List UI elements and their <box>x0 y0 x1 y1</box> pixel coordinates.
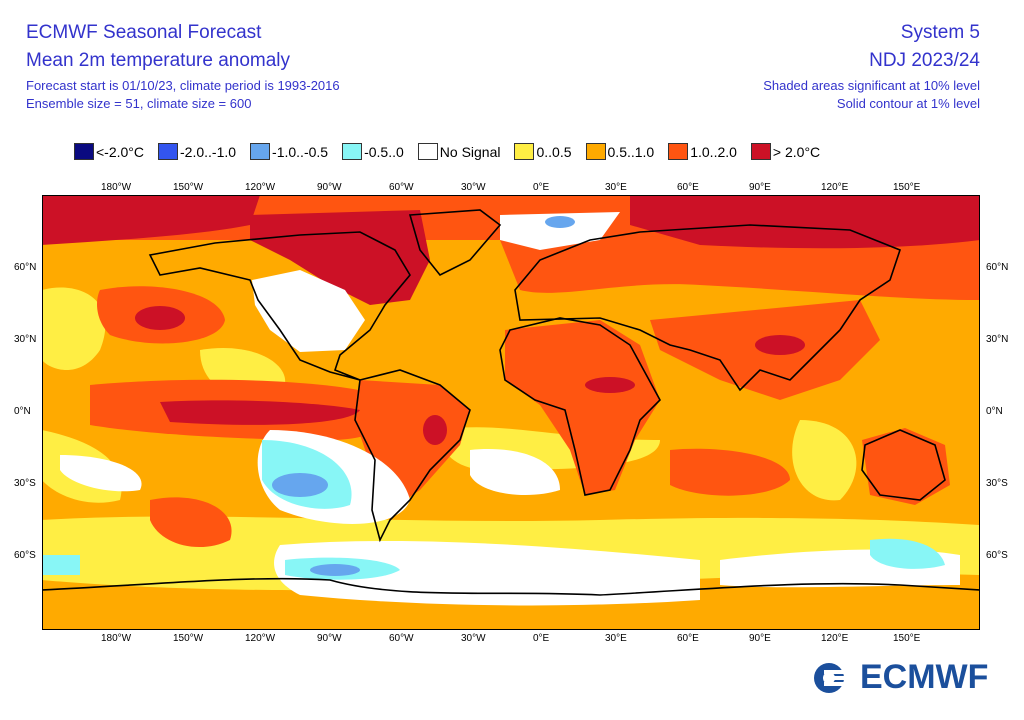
longitude-label: 30°W <box>461 633 486 644</box>
longitude-label: 60°E <box>677 182 699 193</box>
legend-swatch <box>750 143 771 160</box>
coastlines <box>41 209 981 596</box>
moderate-cold-areas <box>272 216 575 576</box>
legend-item: 1.0..2.0 <box>668 143 737 160</box>
system-label: System 5 <box>900 22 980 43</box>
forecast-info: Forecast start is 01/10/23, climate peri… <box>26 78 340 93</box>
longitude-label: 180°W <box>101 633 132 644</box>
ecmwf-logo-icon <box>814 662 854 693</box>
legend-item: -2.0..-1.0 <box>158 143 236 160</box>
map-svg <box>41 195 982 635</box>
latitude-label: 30°S <box>986 478 1008 489</box>
legend-label: No Signal <box>439 143 501 160</box>
ecmwf-logo: ECMWF <box>812 658 988 697</box>
longitude-label: 60°E <box>677 633 699 644</box>
ensemble-info: Ensemble size = 51, climate size = 600 <box>26 96 252 111</box>
longitude-label: 150°E <box>893 633 921 644</box>
longitude-label: 30°W <box>461 182 486 193</box>
legend-swatch <box>668 143 689 160</box>
longitude-label: 0°E <box>533 182 550 193</box>
longitude-label: 120°E <box>821 633 849 644</box>
legend: <-2.0°C -2.0..-1.0 -1.0..-0.5 -0.5..0 No Sig… <box>74 143 834 160</box>
legend-item: 0..0.5 <box>514 143 572 160</box>
latitude-label: 60°S <box>14 550 36 561</box>
legend-label: -0.5..0 <box>364 143 404 160</box>
longitude-label: 90°E <box>749 633 771 644</box>
legend-label: 1.0..2.0 <box>690 143 737 160</box>
legend-swatch <box>342 143 363 160</box>
longitude-label: 60°W <box>389 633 414 644</box>
longitude-label: 120°W <box>245 182 276 193</box>
legend-swatch <box>417 143 438 160</box>
temperature-anomaly-map <box>41 195 982 635</box>
longitude-label: 90°E <box>749 182 771 193</box>
legend-swatch <box>158 143 179 160</box>
longitude-label: 120°W <box>245 633 276 644</box>
latitude-label: 30°N <box>14 334 37 345</box>
latitude-label: 0°N <box>986 406 1003 417</box>
longitude-label: 180°W <box>101 182 132 193</box>
period-label: NDJ 2023/24 <box>869 50 980 71</box>
latitude-label: 30°N <box>986 334 1009 345</box>
legend-item: 0.5..1.0 <box>585 143 655 160</box>
longitude-label: 30°E <box>605 182 627 193</box>
latitude-label: 30°S <box>14 478 36 489</box>
legend-item: -1.0..-0.5 <box>250 143 328 160</box>
legend-swatch <box>514 143 535 160</box>
longitude-label: 150°E <box>893 182 921 193</box>
latitude-label: 60°N <box>14 262 37 273</box>
longitude-label: 120°E <box>821 182 849 193</box>
legend-label: 0..0.5 <box>536 143 572 160</box>
legend-swatch <box>74 143 94 160</box>
longitude-label: 0°E <box>533 633 550 644</box>
title: ECMWF Seasonal Forecast <box>26 22 262 43</box>
legend-item: <-2.0°C <box>74 143 144 160</box>
legend-swatch <box>585 143 606 160</box>
legend-label: <-2.0°C <box>96 143 145 160</box>
legend-swatch <box>250 143 271 160</box>
latitude-label: 0°N <box>14 406 31 417</box>
latitude-label: 60°S <box>986 550 1008 561</box>
longitude-label: 150°W <box>173 182 204 193</box>
legend-label: 0.5..1.0 <box>607 143 655 160</box>
longitude-label: 150°W <box>173 633 204 644</box>
legend-label: -2.0..-1.0 <box>180 143 237 160</box>
legend-label: > 2.0°C <box>772 143 821 160</box>
longitude-label: 90°W <box>317 633 342 644</box>
legend-item: > 2.0°C <box>750 143 821 160</box>
latitude-label: 60°N <box>986 262 1009 273</box>
contour-note: Solid contour at 1% level <box>836 96 980 111</box>
significance-note: Shaded areas significant at 10% level <box>763 78 980 93</box>
longitude-label: 60°W <box>389 182 414 193</box>
ecmwf-logo-text: ECMWF <box>860 658 989 696</box>
longitude-label: 90°W <box>317 182 342 193</box>
legend-item: No Signal <box>417 143 501 160</box>
subtitle: Mean 2m temperature anomaly <box>26 50 291 71</box>
longitude-label: 30°E <box>605 633 627 644</box>
legend-item: -0.5..0 <box>342 143 404 160</box>
legend-label: -1.0..-0.5 <box>272 143 329 160</box>
strong-warm-anomaly-areas <box>42 195 980 445</box>
